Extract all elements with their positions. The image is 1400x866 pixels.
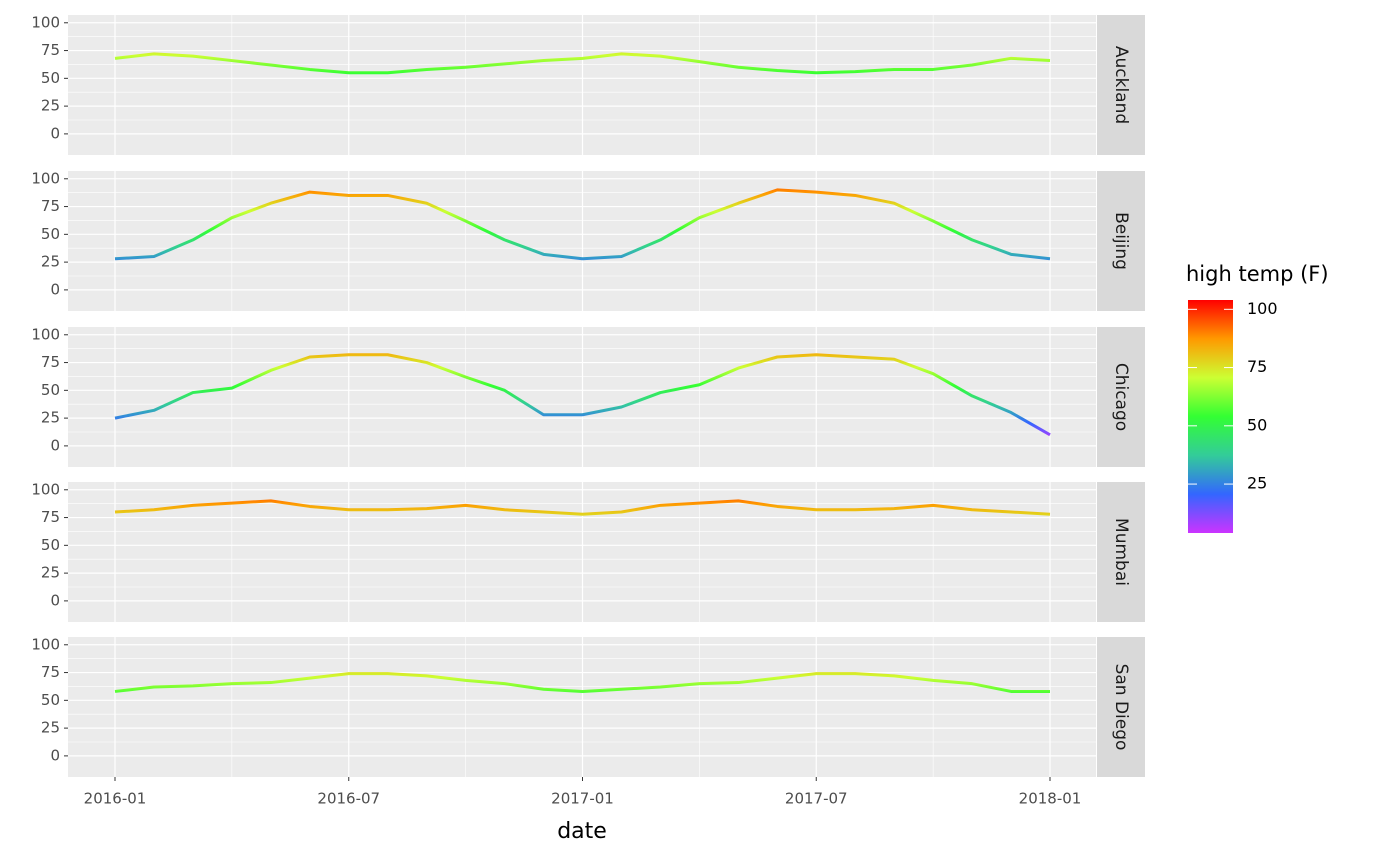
y-tick-label: 50 [41, 69, 60, 87]
y-tick-label: 0 [50, 746, 60, 764]
y-tick-label: 50 [41, 691, 60, 709]
y-tick-label: 100 [31, 13, 60, 31]
y-tick-label: 50 [41, 381, 60, 399]
strip-background [1097, 637, 1145, 777]
y-tick-label: 75 [41, 663, 60, 681]
strip-background [1097, 171, 1145, 311]
y-tick-label: 50 [41, 536, 60, 554]
temperature-line [114, 52, 1051, 75]
y-tick-label: 25 [41, 97, 60, 115]
x-tick-label: 2016-01 [84, 790, 147, 808]
y-tick-label: 100 [31, 325, 60, 343]
x-tick-label: 2016-07 [317, 790, 380, 808]
temperature-line [114, 499, 1051, 516]
legend-tick-label: 50 [1247, 415, 1267, 434]
strip-label: San Diego [1111, 664, 1131, 751]
y-tick-label: 75 [41, 41, 60, 59]
legend-tick-label: 25 [1247, 474, 1267, 493]
temperature-line [114, 353, 1051, 437]
y-tick-label: 50 [41, 225, 60, 243]
temperature-line [114, 188, 1051, 261]
y-tick-label: 0 [50, 280, 60, 298]
y-tick-label: 25 [41, 409, 60, 427]
strip-background [1097, 327, 1145, 467]
strip-label: Beijing [1111, 212, 1131, 270]
strip-label: Auckland [1111, 46, 1131, 124]
legend-tick-label: 100 [1247, 299, 1278, 318]
legend-tick-label: 75 [1247, 357, 1267, 376]
strip-label: Mumbai [1111, 518, 1131, 586]
x-tick-label: 2018-01 [1019, 790, 1082, 808]
y-tick-label: 25 [41, 564, 60, 582]
y-tick-label: 25 [41, 719, 60, 737]
y-tick-label: 0 [50, 591, 60, 609]
temperature-line [114, 672, 1050, 693]
strip-background [1097, 482, 1145, 622]
x-tick-label: 2017-01 [551, 790, 614, 808]
y-tick-label: 100 [31, 635, 60, 653]
strip-label: Chicago [1111, 363, 1131, 431]
x-axis-title: date [557, 819, 607, 844]
y-tick-label: 0 [50, 124, 60, 142]
x-tick-label: 2017-07 [785, 790, 848, 808]
y-tick-label: 100 [31, 480, 60, 498]
strip-background [1097, 15, 1145, 155]
y-tick-label: 25 [41, 253, 60, 271]
y-tick-label: 75 [41, 353, 60, 371]
legend-title: high temp (F) [1186, 262, 1329, 286]
y-tick-label: 75 [41, 508, 60, 526]
y-tick-label: 0 [50, 436, 60, 454]
y-tick-label: 100 [31, 169, 60, 187]
y-tick-label: 75 [41, 197, 60, 215]
colorbar [1188, 300, 1233, 533]
